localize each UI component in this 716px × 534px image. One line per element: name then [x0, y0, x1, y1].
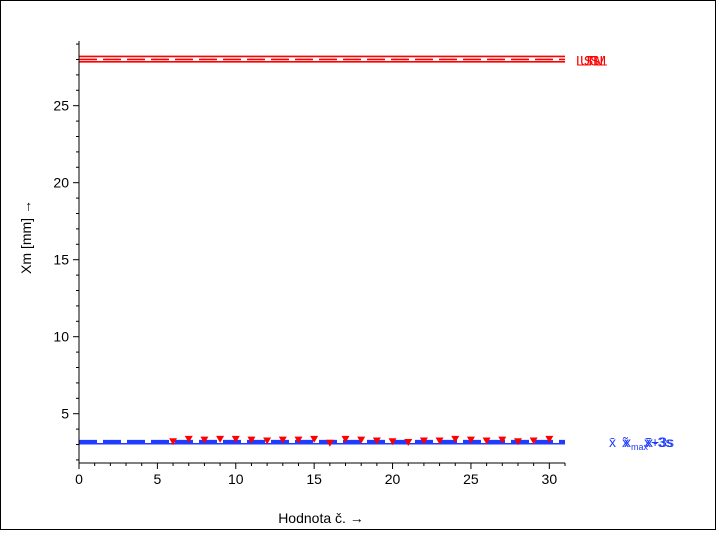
- data-point: [482, 437, 491, 445]
- y-tick-label: 25: [53, 98, 69, 114]
- data-point: [341, 435, 350, 443]
- x-tick-label: 30: [542, 471, 558, 487]
- data-point: [372, 437, 381, 445]
- reference-lines: [79, 55, 565, 445]
- data-point: [419, 437, 428, 445]
- y-tick-label: 20: [53, 175, 69, 191]
- y-tick-label: 15: [53, 252, 69, 268]
- data-point: [466, 436, 475, 444]
- stat-label: xmax: [624, 434, 649, 452]
- data-point: [498, 436, 507, 444]
- data-point: [513, 438, 522, 446]
- data-point: [435, 437, 444, 445]
- x-tick-label: 0: [75, 471, 83, 487]
- y-tick-label: 5: [61, 406, 69, 422]
- data-point: [263, 437, 272, 445]
- axes: [73, 41, 566, 469]
- x-tick-label: 25: [463, 471, 479, 487]
- y-tick-label: 10: [53, 329, 69, 345]
- x-tick-label: 10: [228, 471, 244, 487]
- stat-label: x̄-3s: [646, 434, 672, 450]
- x-tick-label: 5: [153, 471, 161, 487]
- data-point: [184, 435, 193, 443]
- data-markers: [169, 435, 554, 447]
- limit-label: USL: [580, 52, 607, 68]
- data-point: [200, 436, 209, 444]
- stat-label: x̄+3s: [644, 434, 674, 450]
- x-tick-label: 15: [306, 471, 322, 487]
- data-point: [404, 438, 413, 446]
- limit-label: TM: [586, 52, 606, 68]
- data-point: [388, 438, 397, 446]
- data-point: [278, 436, 287, 444]
- x-tick-label: 20: [385, 471, 401, 487]
- limit-label: LSL: [576, 52, 601, 68]
- data-point: [545, 435, 554, 443]
- data-point: [310, 435, 319, 443]
- data-point: [357, 436, 366, 444]
- y-axis-label: Xm [mm] →: [18, 200, 34, 274]
- x-axis-label: Hodnota č. →: [278, 510, 364, 526]
- data-point: [231, 435, 240, 443]
- stat-label: x̄: [609, 434, 616, 450]
- data-point: [247, 436, 256, 444]
- data-point: [294, 436, 303, 444]
- data-point: [529, 437, 538, 445]
- data-point: [325, 439, 334, 447]
- tick-labels: 0 5 10 15 20 25 30 5 10 15 20 25: [53, 98, 557, 487]
- data-point: [216, 435, 225, 443]
- stat-label: x̃: [622, 434, 629, 450]
- data-point: [451, 435, 460, 443]
- data-point: [169, 438, 178, 446]
